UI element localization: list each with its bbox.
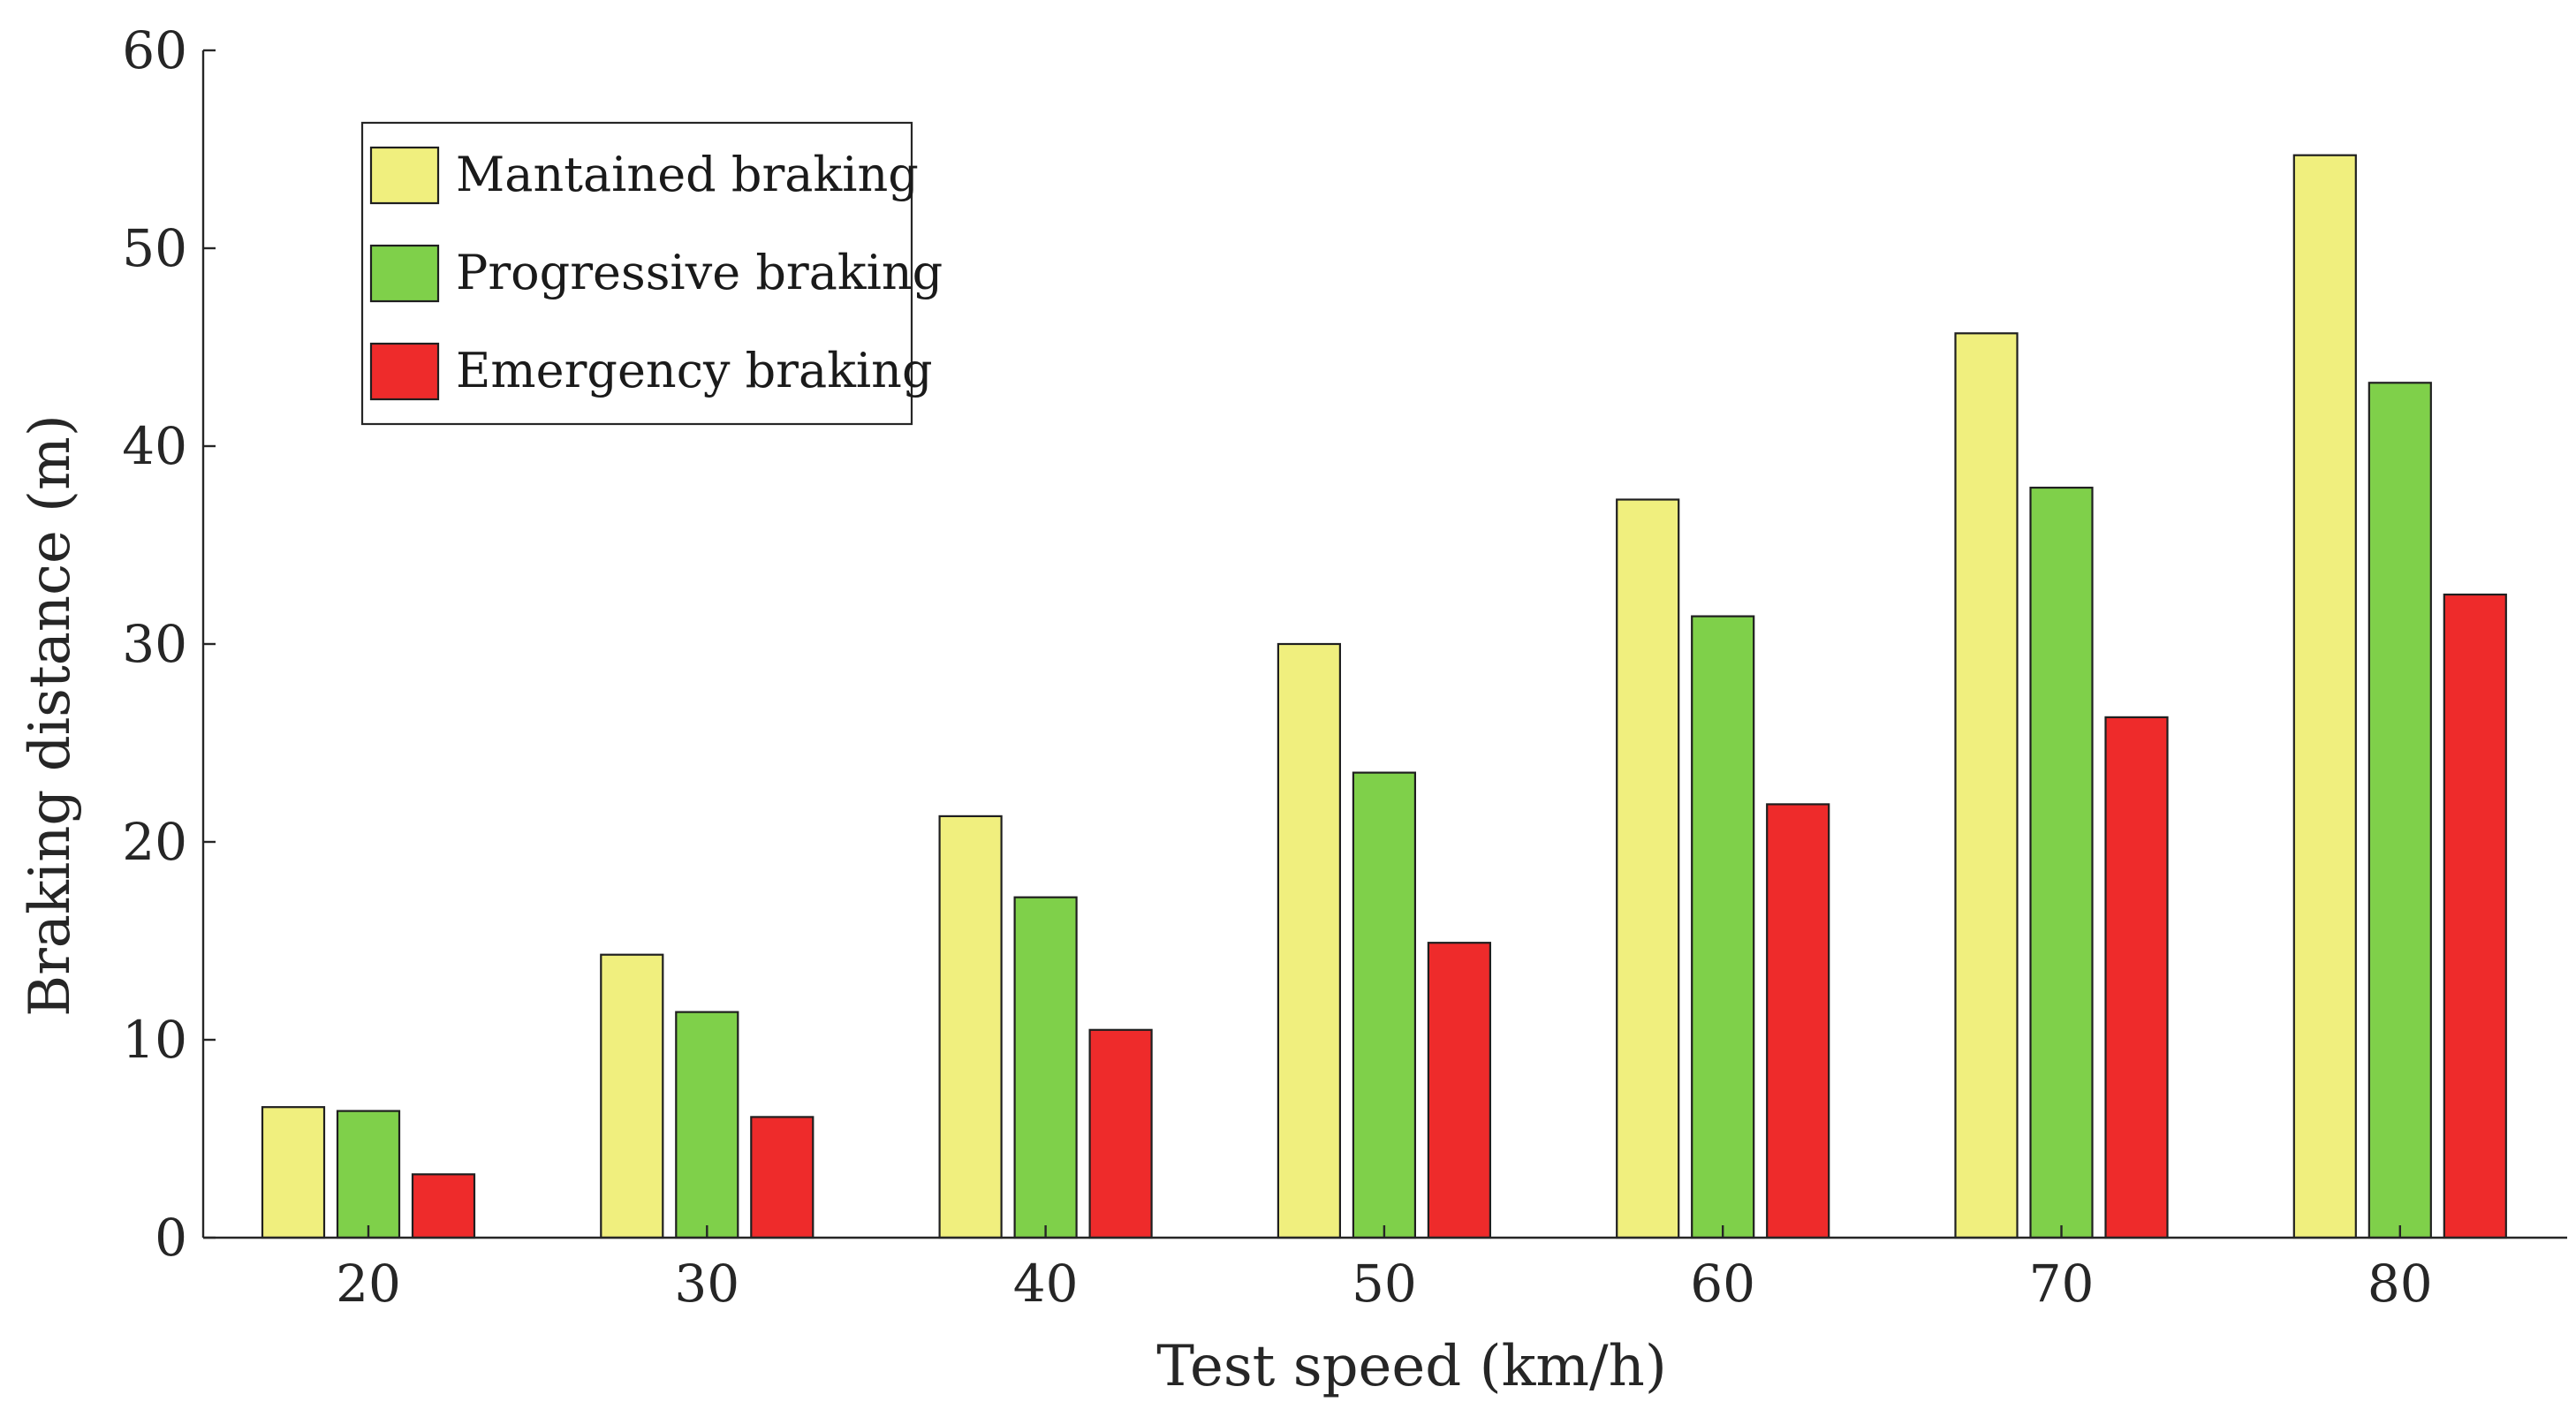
bars-group [261, 154, 2507, 1239]
bar-mantained-braking-40 [938, 815, 1003, 1239]
x-axis-title: Test speed (km/h) [1156, 1334, 1667, 1399]
bar-mantained-braking-30 [600, 953, 664, 1239]
y-tick-label: 40 [122, 416, 187, 476]
y-tick-label: 0 [155, 1208, 187, 1268]
legend-swatch-progressive-braking [369, 244, 440, 303]
bar-progressive-braking-50 [1352, 771, 1417, 1239]
y-tick-label: 30 [122, 614, 187, 674]
bar-mantained-braking-60 [1616, 498, 1680, 1239]
bar-emergency-braking-80 [2443, 593, 2507, 1239]
x-tick-label: 70 [2029, 1254, 2095, 1314]
legend: Mantained braking Progressive braking Emer… [360, 121, 943, 426]
y-tick-label: 10 [122, 1010, 187, 1070]
bar-mantained-braking-70 [1954, 332, 2019, 1239]
legend-label: Mantained braking [456, 147, 919, 202]
bar-progressive-braking-60 [1691, 615, 1755, 1239]
y-tick-label: 60 [122, 20, 187, 80]
bar-progressive-braking-40 [1013, 896, 1078, 1239]
bar-emergency-braking-40 [1088, 1028, 1153, 1239]
bar-emergency-braking-60 [1766, 803, 1830, 1239]
legend-swatch-emergency-braking [369, 342, 440, 401]
legend-label: Emergency braking [456, 343, 933, 398]
x-tick-label: 40 [1013, 1254, 1079, 1314]
legend-box [360, 121, 913, 426]
y-axis-title: Braking distance (m) [18, 414, 83, 1017]
bar-progressive-braking-30 [675, 1011, 739, 1239]
x-tick-label: 50 [1352, 1254, 1417, 1314]
x-tick-label: 30 [674, 1254, 739, 1314]
y-tick-label: 20 [122, 812, 187, 872]
x-tick-label: 20 [336, 1254, 401, 1314]
bar-mantained-braking-50 [1277, 642, 1342, 1239]
bar-emergency-braking-50 [1427, 942, 1492, 1239]
bar-emergency-braking-70 [2104, 716, 2169, 1239]
y-axis-ticks: 0 10 20 30 40 50 60 [122, 20, 216, 1268]
legend-label: Progressive braking [456, 245, 943, 300]
bar-progressive-braking-20 [336, 1110, 401, 1239]
x-tick-label: 60 [1690, 1254, 1755, 1314]
bar-emergency-braking-20 [411, 1173, 476, 1239]
bar-mantained-braking-20 [261, 1106, 326, 1239]
y-tick-label: 50 [122, 218, 187, 278]
bar-progressive-braking-70 [2029, 486, 2094, 1239]
legend-swatch-mantained-braking [369, 146, 440, 205]
bar-progressive-braking-80 [2368, 382, 2432, 1239]
bar-mantained-braking-80 [2292, 154, 2357, 1239]
x-axis-ticks: 20 30 40 50 60 70 80 [336, 1225, 2433, 1314]
bar-emergency-braking-30 [750, 1116, 814, 1239]
x-tick-label: 80 [2368, 1254, 2433, 1314]
